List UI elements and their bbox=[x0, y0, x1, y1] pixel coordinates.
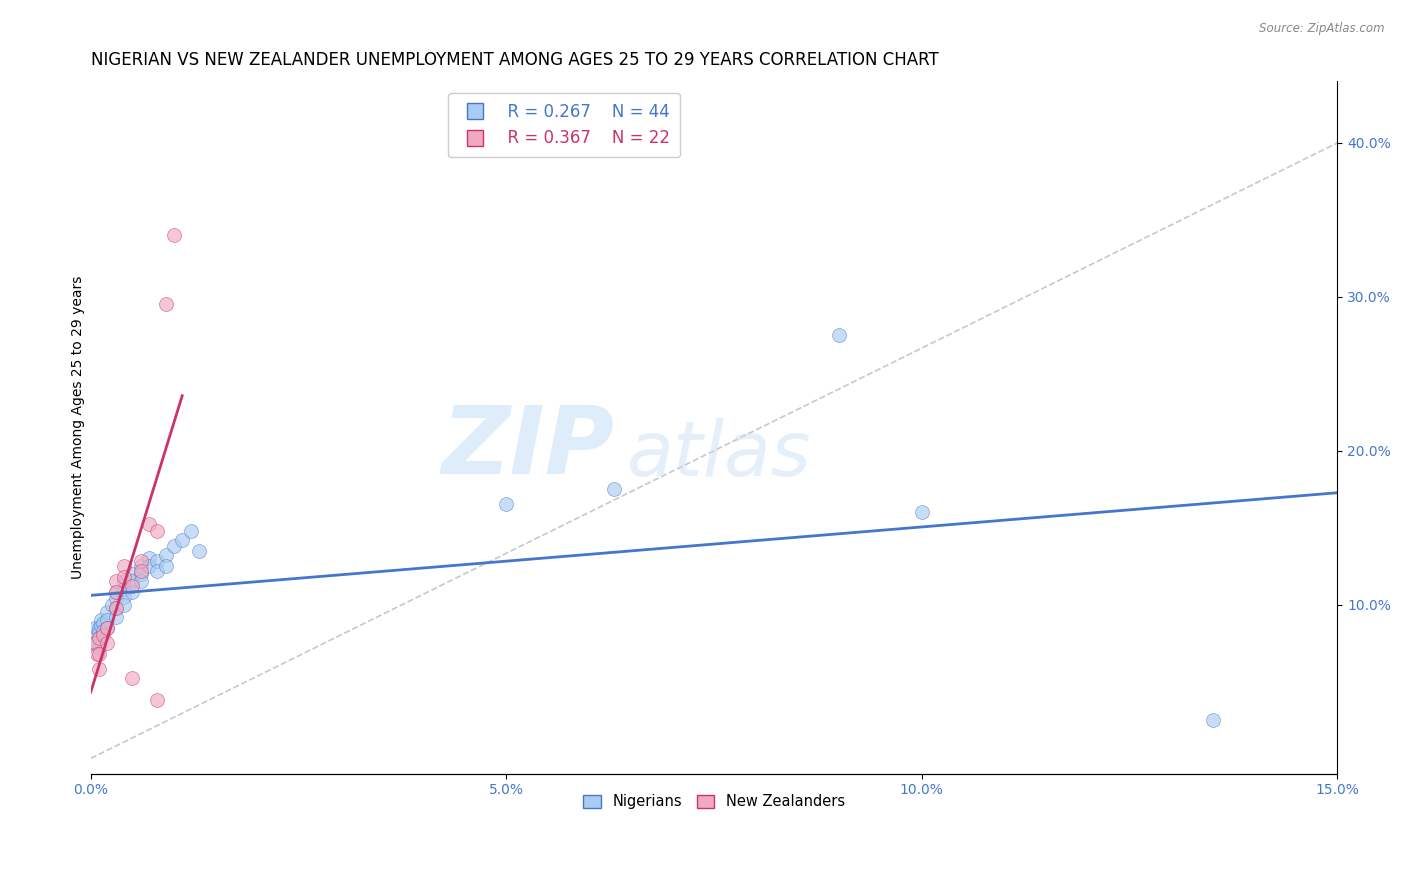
Point bbox=[146, 693, 169, 707]
Y-axis label: Unemployment Among Ages 25 to 29 years: Unemployment Among Ages 25 to 29 years bbox=[72, 276, 86, 579]
Point bbox=[84, 636, 107, 650]
Point bbox=[90, 619, 112, 633]
Point bbox=[138, 551, 160, 566]
Legend: Nigerians, New Zealanders: Nigerians, New Zealanders bbox=[578, 789, 851, 815]
Point bbox=[84, 621, 107, 635]
Point bbox=[112, 574, 135, 589]
Point bbox=[911, 505, 934, 519]
Point bbox=[129, 554, 152, 568]
Point bbox=[112, 590, 135, 604]
Point bbox=[495, 498, 517, 512]
Point bbox=[172, 533, 194, 547]
Point bbox=[112, 570, 135, 584]
Text: Source: ZipAtlas.com: Source: ZipAtlas.com bbox=[1260, 22, 1385, 36]
Point bbox=[84, 636, 107, 650]
Point bbox=[155, 559, 177, 574]
Point bbox=[138, 517, 160, 532]
Point bbox=[138, 559, 160, 574]
Point bbox=[86, 647, 108, 661]
Point bbox=[112, 559, 135, 574]
Point bbox=[155, 297, 177, 311]
Point bbox=[96, 605, 118, 619]
Point bbox=[121, 672, 143, 686]
Point bbox=[603, 482, 626, 496]
Point bbox=[121, 579, 143, 593]
Point bbox=[104, 600, 127, 615]
Point bbox=[121, 566, 143, 581]
Point bbox=[129, 566, 152, 581]
Text: NIGERIAN VS NEW ZEALANDER UNEMPLOYMENT AMONG AGES 25 TO 29 YEARS CORRELATION CHA: NIGERIAN VS NEW ZEALANDER UNEMPLOYMENT A… bbox=[91, 51, 939, 69]
Point bbox=[104, 610, 127, 624]
Point bbox=[104, 574, 127, 589]
Point bbox=[828, 328, 851, 343]
Point bbox=[104, 591, 127, 606]
Point bbox=[146, 524, 169, 538]
Point bbox=[112, 598, 135, 612]
Text: atlas: atlas bbox=[627, 418, 811, 492]
Point bbox=[87, 640, 110, 655]
Point bbox=[187, 543, 209, 558]
Point bbox=[146, 554, 169, 568]
Point bbox=[96, 621, 118, 635]
Point bbox=[87, 625, 110, 640]
Point bbox=[87, 662, 110, 676]
Point bbox=[121, 574, 143, 589]
Point bbox=[163, 228, 186, 243]
Point bbox=[155, 549, 177, 563]
Point bbox=[1202, 713, 1225, 727]
Point bbox=[90, 613, 112, 627]
Point bbox=[91, 624, 114, 638]
Point bbox=[129, 574, 152, 589]
Point bbox=[91, 628, 114, 642]
Point bbox=[87, 632, 110, 646]
Point bbox=[87, 621, 110, 635]
Point bbox=[96, 613, 118, 627]
Point bbox=[112, 582, 135, 596]
Point bbox=[180, 524, 202, 538]
Point bbox=[100, 598, 122, 612]
Point bbox=[104, 600, 127, 615]
Text: ZIP: ZIP bbox=[441, 402, 614, 494]
Point bbox=[146, 564, 169, 578]
Point bbox=[104, 585, 127, 599]
Point bbox=[86, 628, 108, 642]
Point bbox=[96, 636, 118, 650]
Point bbox=[129, 564, 152, 578]
Point bbox=[163, 539, 186, 553]
Point bbox=[121, 585, 143, 599]
Point bbox=[87, 647, 110, 661]
Point bbox=[87, 632, 110, 646]
Point bbox=[96, 621, 118, 635]
Point bbox=[129, 559, 152, 574]
Point bbox=[91, 615, 114, 630]
Point bbox=[104, 585, 127, 599]
